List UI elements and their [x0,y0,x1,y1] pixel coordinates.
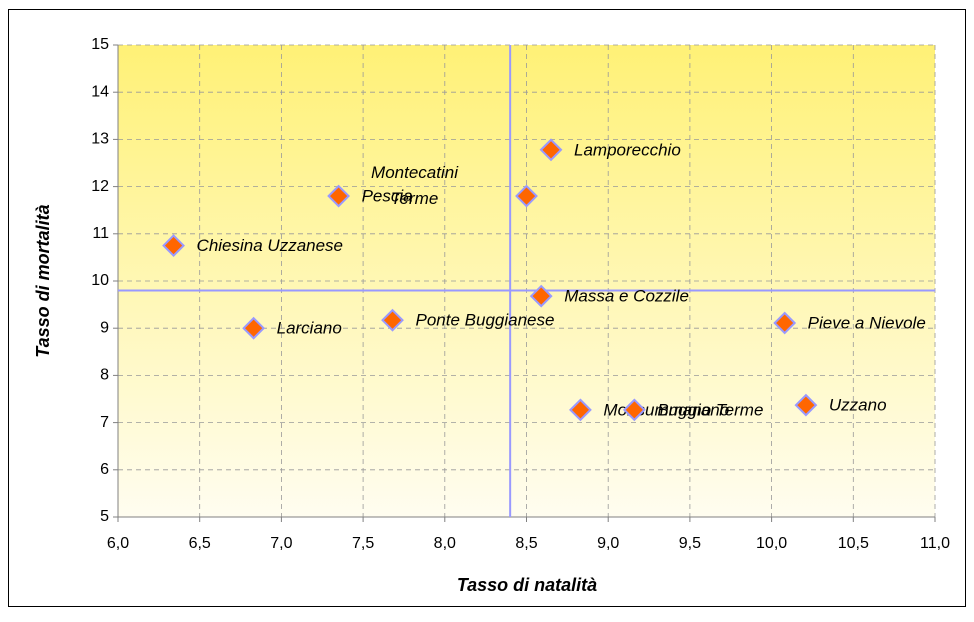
x-tick-label: 9,5 [679,535,701,552]
x-tick-label: 11,0 [920,535,950,552]
point [529,284,553,308]
point-label: Ponte Buggianese [416,311,555,330]
x-tick-label: 9,0 [597,535,619,552]
point-label: Massa e Cozzile [564,287,689,306]
point-label: Pieve a Nievole [808,313,926,332]
point [794,393,818,417]
point [773,311,797,335]
y-tick-label: 6 [100,461,109,478]
y-tick-label: 15 [91,36,109,53]
point [515,184,538,208]
x-tick-label: 7,5 [352,535,374,552]
point-label: Uzzano [829,396,887,415]
y-tick-label: 12 [91,178,109,195]
point-label: Montecatini Terme [371,163,458,209]
y-tick-label: 13 [91,131,109,148]
y-tick-label: 10 [91,272,109,289]
x-tick-label: 10,0 [756,535,787,552]
point [381,308,404,332]
y-tick-label: 14 [91,83,109,100]
point [622,398,646,422]
point [569,398,592,422]
point-label: Larciano [277,319,342,338]
x-tick-label: 6,0 [107,535,129,552]
x-tick-label: 10,5 [838,535,869,552]
x-tick-label: 7,0 [270,535,292,552]
point [162,234,185,258]
y-tick-label: 8 [100,367,109,384]
x-tick-label: 6,5 [189,535,211,552]
y-tick-label: 7 [100,414,109,431]
point [242,316,266,340]
x-tick-label: 8,5 [515,535,537,552]
point-label: Buggiano [657,400,729,419]
x-axis-title: Tasso di natalità [457,575,597,595]
point-label: Chiesina Uzzanese [197,236,343,255]
point-label: Pescia [362,187,413,206]
point-label: Lamporecchio [574,140,681,159]
x-tick-label: 8,0 [434,535,456,552]
y-tick-label: 9 [100,319,109,336]
y-axis-title: Tasso di mortalità [33,204,53,357]
y-tick-label: 11 [92,225,109,242]
point [539,138,563,162]
point [327,184,351,208]
point-label: Monsummano Terme [603,400,763,419]
y-tick-label: 5 [100,508,109,525]
